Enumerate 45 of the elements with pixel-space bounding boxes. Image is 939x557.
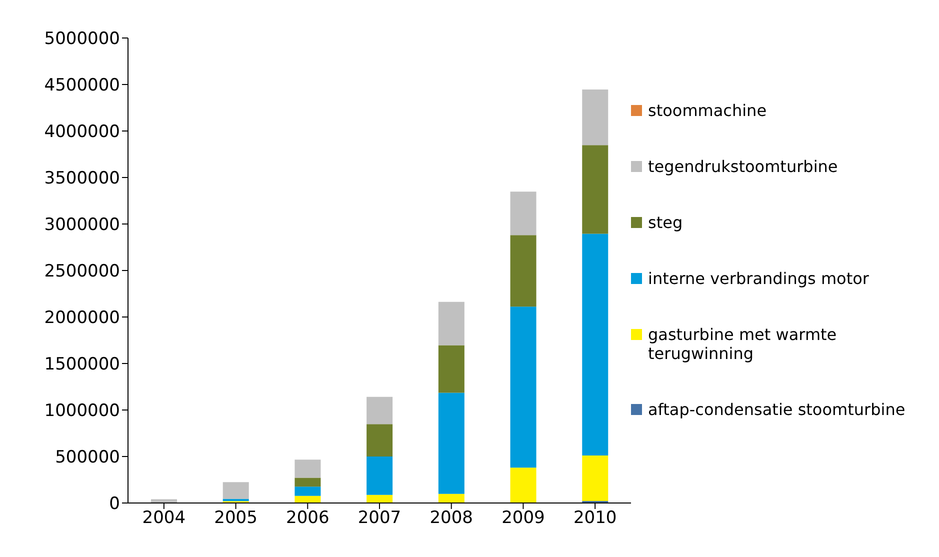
x-tick-label: 2010 (573, 508, 617, 528)
bar (582, 455, 608, 501)
x-tick-label: 2009 (502, 508, 545, 528)
legend-label: steg (648, 212, 683, 232)
y-tick-label: 500000 (55, 448, 120, 468)
bar (294, 478, 321, 487)
bar (294, 486, 321, 496)
legend-label: gasturbine met warmte terugwinning (648, 324, 838, 362)
bar (582, 145, 608, 234)
bar (366, 494, 393, 503)
legend-label: aftap-condensatie stoomturbine (648, 400, 906, 418)
bar (510, 235, 536, 307)
bar (222, 482, 249, 499)
y-tick-label: 4500000 (44, 76, 120, 96)
bar (582, 234, 608, 456)
y-tick-label: 1500000 (44, 354, 120, 375)
legend-label: stoommachine (648, 100, 767, 120)
y-tick-label: 2500000 (44, 262, 120, 282)
bar (510, 468, 536, 503)
y-tick-label: 1000000 (44, 401, 120, 422)
y-tick-label: 2000000 (44, 308, 120, 328)
bar (366, 424, 393, 456)
y-tick-label: 3000000 (44, 215, 120, 236)
y-tick-label: 5000000 (44, 29, 120, 50)
bar (438, 392, 464, 494)
x-tick-label: 2006 (286, 508, 330, 528)
bar (438, 302, 464, 346)
bar (294, 460, 321, 478)
legend-label: tegendrukstoomturbine (648, 156, 838, 176)
bar (366, 456, 393, 495)
y-tick-label: 3500000 (44, 168, 120, 189)
y-tick-label: 4000000 (44, 122, 120, 142)
x-tick-label: 2007 (358, 508, 402, 528)
bar (366, 396, 393, 424)
legend-label: interne verbrandings motor (648, 268, 869, 288)
x-tick-label: 2005 (214, 508, 258, 528)
bar (510, 306, 536, 468)
bar (510, 192, 536, 236)
y-tick-label: 0 (109, 494, 120, 514)
x-tick-label: 2004 (142, 508, 186, 528)
bar (294, 496, 321, 503)
bar (438, 345, 464, 393)
x-tick-label: 2008 (430, 508, 473, 528)
bar (582, 90, 608, 146)
bar (438, 494, 464, 503)
